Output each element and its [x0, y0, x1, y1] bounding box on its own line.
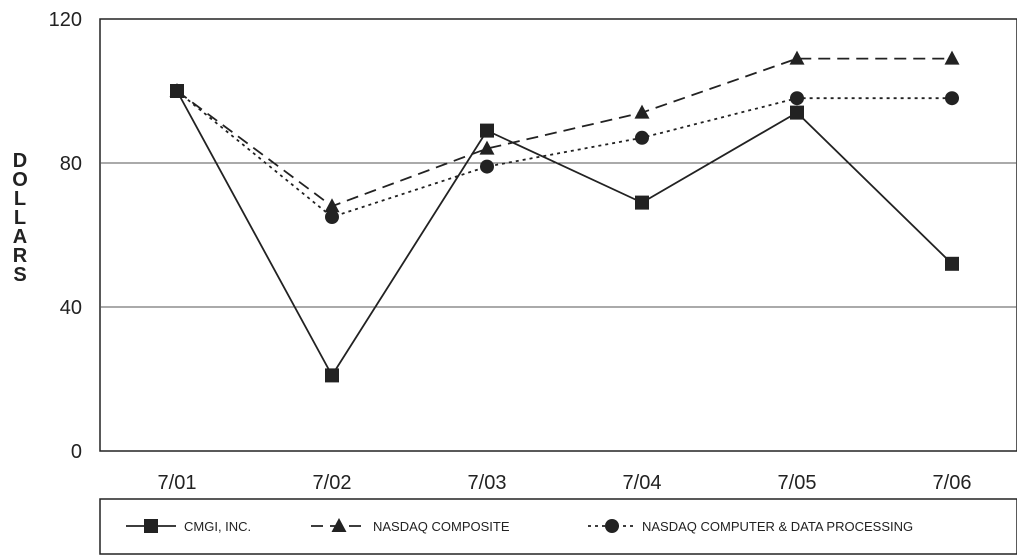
- y-axis-label-letter: D: [13, 150, 27, 172]
- y-tick-label: 40: [60, 297, 82, 319]
- data-point: [945, 256, 959, 271]
- plot-area: [99, 18, 1017, 452]
- data-point: [635, 130, 649, 145]
- legend-label: NASDAQ COMPOSITE: [373, 519, 510, 534]
- series-0: [170, 84, 959, 383]
- y-axis-label-letter: O: [12, 169, 28, 191]
- data-point: [789, 50, 805, 65]
- data-point: [324, 198, 340, 213]
- data-point: [480, 159, 494, 174]
- x-axis-ticks: 7/01 7/02 7/03 7/04 7/05 7/06: [158, 472, 972, 494]
- y-axis-ticks: 0 40 80 120: [49, 9, 82, 463]
- legend-marker: [605, 519, 619, 533]
- legend-label: NASDAQ COMPUTER & DATA PROCESSING: [642, 519, 913, 534]
- y-axis-label-letter: A: [13, 226, 27, 248]
- legend-box: [99, 498, 1017, 555]
- data-point: [325, 210, 339, 224]
- series-1: [169, 50, 960, 213]
- x-tick-label: 7/04: [623, 472, 662, 494]
- data-point: [480, 123, 494, 138]
- data-point: [634, 104, 650, 119]
- legend-item: NASDAQ COMPUTER & DATA PROCESSING: [588, 519, 913, 534]
- y-tick-label: 0: [71, 441, 82, 463]
- y-axis-label-letter: R: [13, 245, 28, 267]
- y-tick-label: 80: [60, 153, 82, 175]
- data-point: [479, 140, 495, 155]
- series-line: [176, 57, 952, 208]
- data-point: [635, 195, 649, 210]
- data-point: [944, 50, 960, 65]
- legend-marker: [144, 519, 158, 533]
- legend-label: CMGI, INC.: [184, 519, 251, 534]
- data-point: [325, 368, 339, 383]
- legend-item: CMGI, INC.: [126, 519, 251, 534]
- series-group: [169, 50, 960, 383]
- data-point: [170, 84, 184, 98]
- legend: CMGI, INC. NASDAQ COMPOSITE NASDAQ COMPUTE…: [126, 518, 913, 534]
- legend-marker: [331, 518, 347, 532]
- data-point: [945, 91, 959, 106]
- y-tick-label: 120: [49, 9, 82, 31]
- data-point: [790, 105, 804, 120]
- series-line: [176, 90, 952, 219]
- series-2: [170, 84, 959, 224]
- x-tick-label: 7/02: [313, 472, 352, 494]
- y-axis-label-letter: L: [14, 207, 26, 229]
- y-axis-label-letter: S: [13, 264, 26, 286]
- x-tick-label: 7/01: [158, 472, 197, 494]
- y-axis-label-letter: L: [14, 188, 26, 210]
- gridlines: [100, 162, 1017, 308]
- x-tick-label: 7/05: [778, 472, 817, 494]
- x-tick-label: 7/06: [933, 472, 972, 494]
- data-point: [790, 91, 804, 106]
- x-tick-label: 7/03: [468, 472, 507, 494]
- series-line: [176, 90, 953, 378]
- legend-item: NASDAQ COMPOSITE: [311, 518, 510, 534]
